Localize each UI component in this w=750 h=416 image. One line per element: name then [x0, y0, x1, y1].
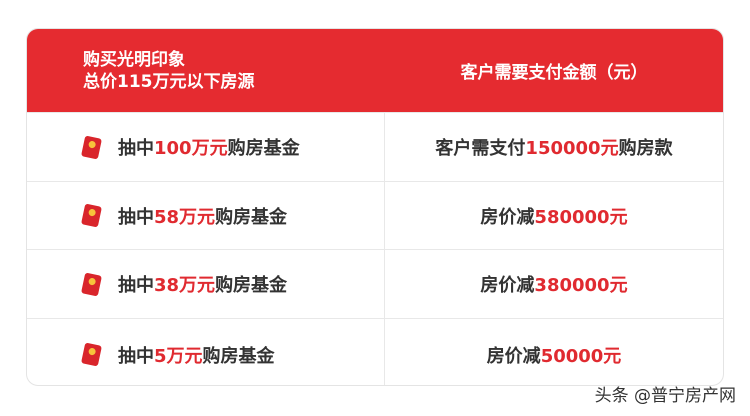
payment-prefix: 房价减 — [480, 275, 535, 296]
prize-suffix: 购房基金 — [215, 275, 288, 296]
prize-amount: 5万元 — [154, 345, 203, 367]
payment-amount: 380000元 — [534, 275, 628, 296]
payment-amount: 50000元 — [540, 345, 622, 367]
payment-amount: 150000元 — [525, 138, 619, 159]
payment-prefix: 房价减 — [486, 345, 541, 367]
payment-cell: 房价减 580000元 — [385, 182, 723, 249]
header-line2: 总价115万元以下房源 — [83, 71, 255, 92]
table-row: 抽中 58万元 购房基金 房价减 580000元 — [27, 181, 723, 249]
table-row: 抽中 100万元 购房基金 客户需支付 150000元 购房款 — [27, 112, 723, 181]
watermark: 头条 @普宁房产网 — [594, 386, 736, 406]
prize-prefix: 抽中 — [118, 275, 154, 296]
red-envelope-icon — [81, 342, 102, 367]
payment-cell: 房价减 380000元 — [385, 250, 723, 318]
payment-amount: 580000元 — [534, 206, 628, 228]
table-row: 抽中 38万元 购房基金 房价减 380000元 — [27, 249, 723, 318]
prize-cell: 抽中 5万元 购房基金 — [27, 319, 385, 385]
prize-cell: 抽中 100万元 购房基金 — [27, 113, 385, 181]
prize-amount: 58万元 — [154, 206, 216, 228]
fund-table: 购买光明印象 总价115万元以下房源 客户需要支付金额（元） 抽中 100万元 购房基… — [26, 28, 724, 386]
prize-prefix: 抽中 — [118, 206, 154, 228]
prize-amount: 100万元 — [154, 138, 228, 159]
prize-suffix: 购房基金 — [215, 206, 288, 228]
prize-prefix: 抽中 — [118, 345, 154, 367]
prize-prefix: 抽中 — [118, 138, 154, 159]
payment-prefix: 客户需支付 — [435, 138, 526, 159]
header-col2: 客户需要支付金额（元） — [460, 63, 648, 83]
red-envelope-icon — [81, 134, 102, 160]
payment-cell: 房价减 50000元 — [385, 319, 723, 385]
prize-cell: 抽中 38万元 购房基金 — [27, 250, 385, 318]
prize-amount: 38万元 — [154, 275, 216, 296]
table-row: 抽中 5万元 购房基金 房价减 50000元 — [27, 318, 723, 385]
prize-suffix: 购房基金 — [227, 138, 300, 159]
prize-suffix: 购房基金 — [202, 345, 275, 367]
payment-prefix: 房价减 — [480, 206, 535, 228]
table-header: 购买光明印象 总价115万元以下房源 客户需要支付金额（元） — [27, 29, 723, 112]
prize-cell: 抽中 58万元 购房基金 — [27, 182, 385, 249]
red-envelope-icon — [81, 203, 102, 228]
header-line1: 购买光明印象 — [83, 49, 185, 70]
header-col1: 购买光明印象 总价115万元以下房源 — [27, 29, 385, 112]
red-envelope-icon — [81, 271, 102, 297]
payment-suffix: 购房款 — [618, 138, 673, 159]
payment-cell: 客户需支付 150000元 购房款 — [385, 113, 723, 181]
